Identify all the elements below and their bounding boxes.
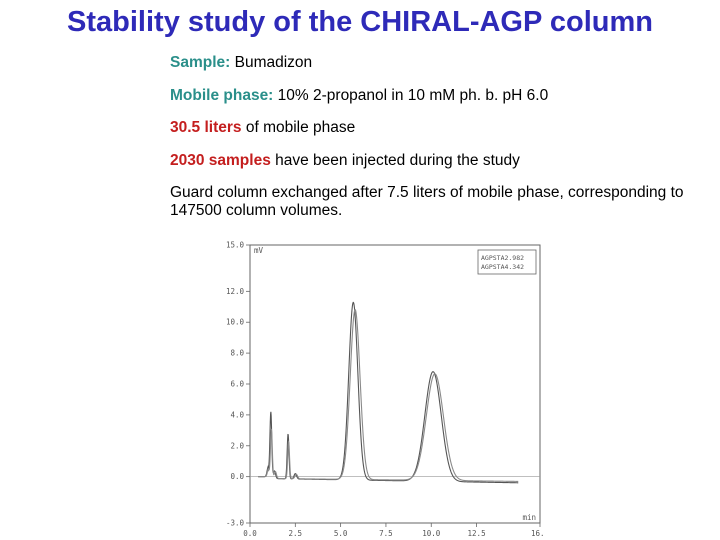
sample-label: Sample: <box>170 54 231 71</box>
x-tick-label: 0.0 <box>243 529 257 538</box>
mobile-phase-label: Mobile phase: <box>170 86 274 104</box>
x-tick-label: 5.0 <box>334 529 348 538</box>
y-tick-label: 6.0 <box>230 380 244 389</box>
legend-entry: AGPSTA2.982 <box>481 254 524 262</box>
x-tick-label: 16.0 <box>531 529 545 538</box>
samples-text: have been injected during the study <box>275 151 520 169</box>
y-tick-label: 4.0 <box>230 410 244 419</box>
y-tick-label: 8.0 <box>230 349 244 358</box>
study-details: Sample: Bumadizon Mobile phase: 10% 2-pr… <box>170 54 690 235</box>
y-tick-label: 10.0 <box>226 318 245 327</box>
sample-value: Bumadizon <box>234 54 313 71</box>
series-line <box>258 301 519 484</box>
chromatogram-chart: -3.00.02.04.06.08.010.012.015.00.0 2.5 5.0… <box>226 241 545 539</box>
y-tick-label: 15.0 <box>226 241 245 250</box>
series-line <box>258 309 519 482</box>
y-tick-label: -3.0 <box>226 519 245 528</box>
y-tick-label: 12.0 <box>226 287 245 296</box>
x-tick-label: 7.5 <box>379 529 393 538</box>
liters-line: 30.5 liters of mobile phase <box>170 119 690 137</box>
slide-title: Stability study of the CHIRAL-AGP column <box>67 6 653 38</box>
legend-entry: AGPSTA4.342 <box>481 263 524 271</box>
samples-line: 2030 samples have been injected during t… <box>170 152 690 170</box>
y-tick-label: 0.0 <box>230 472 244 481</box>
y-axis-label: mV <box>254 246 264 255</box>
x-tick-label: 2.5 <box>289 529 303 538</box>
sample-line: Sample: Bumadizon <box>170 54 690 72</box>
samples-value: 2030 samples <box>170 151 271 169</box>
legend-box <box>477 249 537 275</box>
mobile-phase-value: 10% 2-propanol in 10 mM ph. b. pH 6.0 <box>277 86 549 104</box>
liters-text: of mobile phase <box>245 119 356 136</box>
x-tick-label: 10.0 <box>422 529 441 538</box>
liters-value: 30.5 liters <box>170 119 242 136</box>
x-tick-label: 12.5 <box>468 529 486 538</box>
x-axis-label: min <box>522 513 536 522</box>
mobile-phase-line: Mobile phase: 10% 2-propanol in 10 mM ph… <box>170 87 690 105</box>
y-tick-label: 2.0 <box>230 441 244 450</box>
guard-column-note: Guard column exchanged after 7.5 liters … <box>170 184 684 219</box>
